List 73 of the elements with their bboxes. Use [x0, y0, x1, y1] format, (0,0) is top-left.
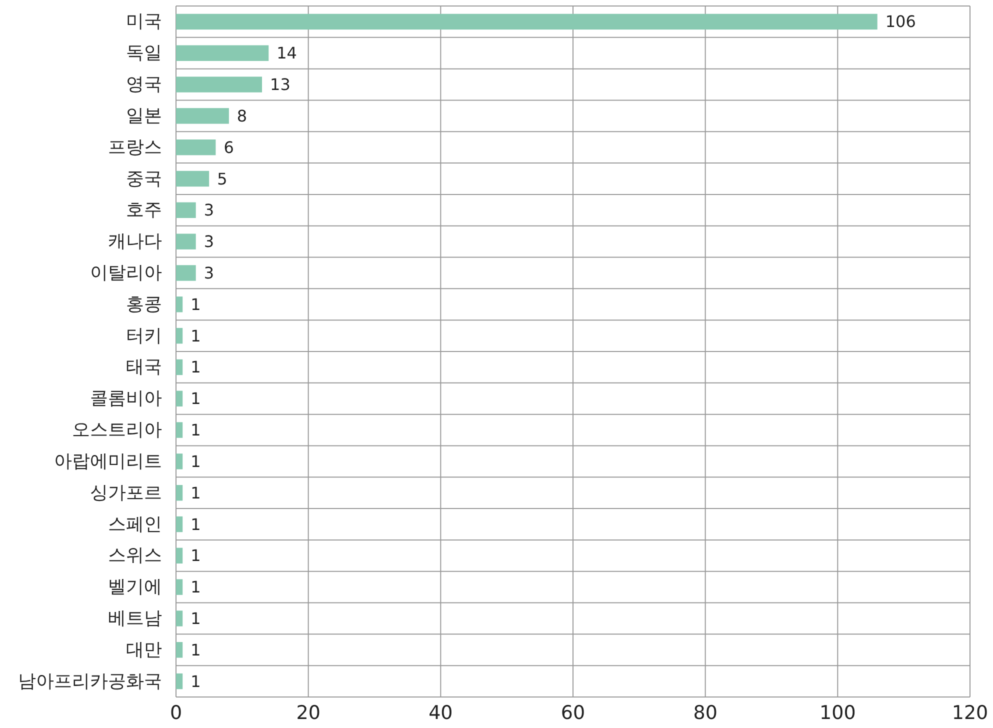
bar: [176, 170, 210, 187]
data-label: 1: [190, 452, 201, 471]
x-tick-label: 40: [428, 702, 453, 724]
bar: [176, 579, 183, 595]
data-label: 14: [276, 44, 297, 63]
data-label: 1: [190, 294, 201, 314]
x-tick-label: 80: [693, 702, 718, 724]
data-label: 1: [190, 578, 201, 597]
data-label: 1: [190, 608, 201, 628]
y-tick-label: 아랍에미리트: [54, 450, 162, 472]
bar: [176, 610, 183, 626]
y-tick-label: 영국: [126, 74, 162, 96]
bar: [176, 234, 196, 250]
y-tick-label: 벨기에: [108, 576, 162, 598]
y-tick-label: 싱가포르: [90, 482, 162, 504]
bar: [176, 45, 269, 61]
y-tick-label: 태국: [126, 356, 162, 378]
y-tick-label: 중국: [126, 168, 162, 190]
bar: [176, 422, 183, 438]
y-tick-label: 프랑스: [108, 136, 162, 158]
y-tick-label: 스위스: [108, 545, 162, 566]
data-label: 6: [224, 138, 234, 157]
x-tick-label: 0: [170, 702, 182, 724]
y-tick-label: 캐나다: [108, 231, 162, 252]
data-label: 5: [217, 169, 228, 188]
y-tick-label: 이탈리아: [90, 262, 162, 284]
data-label: 3: [204, 200, 214, 220]
bar: [176, 673, 183, 690]
data-label: 1: [190, 640, 201, 660]
y-tick-label: 오스트리아: [72, 420, 162, 441]
bar: [176, 359, 183, 376]
bar: [176, 76, 262, 92]
data-label: 1: [190, 483, 201, 502]
y-tick-label: 일본: [126, 105, 162, 126]
x-tick-label: 60: [560, 702, 586, 724]
bar: [176, 265, 196, 281]
y-tick-label: 터키: [126, 325, 162, 346]
y-tick-label: 독일: [126, 42, 162, 64]
x-tick-label: 100: [820, 702, 856, 724]
bar: [176, 390, 183, 406]
bar: [176, 296, 183, 312]
y-tick-label: 대만: [126, 639, 162, 660]
x-tick-label: 20: [296, 702, 320, 724]
data-label: 1: [190, 389, 201, 408]
data-label: 106: [885, 12, 916, 32]
data-label: 1: [190, 420, 201, 440]
data-label: 3: [204, 263, 214, 282]
bar: [176, 14, 878, 30]
data-label: 1: [190, 672, 201, 691]
data-label: 1: [190, 358, 201, 377]
y-tick-label: 호주: [126, 200, 162, 221]
y-tick-label: 스페인: [108, 514, 162, 535]
x-tick-label: 120: [952, 702, 988, 724]
data-label: 13: [270, 75, 290, 94]
bar: [176, 516, 183, 532]
y-tick-label: 미국: [126, 11, 162, 32]
y-tick-label: 남아프리카공화국: [18, 670, 162, 692]
bar: [176, 484, 183, 501]
data-label: 1: [190, 326, 201, 346]
bar: [176, 454, 183, 470]
data-label: 1: [190, 514, 201, 534]
data-label: 3: [204, 232, 214, 252]
y-tick-label: 홍콩: [126, 294, 162, 315]
bar: [176, 139, 216, 156]
y-tick-label: 콜롬비아: [90, 388, 162, 410]
bar: [176, 328, 183, 344]
bar: [176, 202, 196, 218]
bar: [176, 548, 183, 564]
data-label: 8: [236, 106, 248, 126]
bar: [176, 642, 183, 658]
bar: [176, 108, 229, 124]
data-label: 1: [190, 546, 201, 566]
y-tick-label: 베트남: [108, 608, 162, 629]
